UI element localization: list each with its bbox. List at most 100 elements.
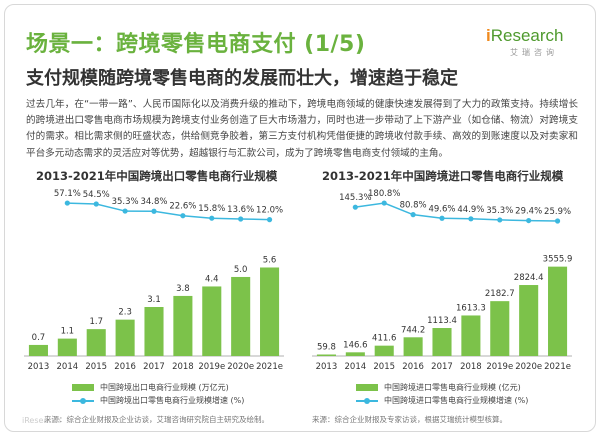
growth-point <box>266 217 273 223</box>
bar-value-label: 5.0 <box>234 265 248 275</box>
source-note-left: 来源：综合企业财报及企业访谈，艾瑞咨询研究院自主研究及绘制。 <box>44 415 269 424</box>
bar <box>231 276 251 356</box>
bar-value-label: 744.2 <box>401 325 425 335</box>
x-tick-label: 2013 <box>28 362 50 372</box>
x-tick-label: 2020e <box>515 362 542 372</box>
legend-bar-swatch <box>72 384 94 391</box>
growth-value-label: 49.6% <box>428 204 455 214</box>
growth-line <box>355 202 558 222</box>
legend-bar-swatch <box>356 384 378 391</box>
growth-value-label: 180.8% <box>368 189 400 199</box>
bar-value-label: 3.1 <box>147 295 161 305</box>
growth-point <box>209 215 215 221</box>
growth-point <box>151 208 157 214</box>
bar-value-label: 1.7 <box>89 317 103 327</box>
growth-point <box>526 217 532 224</box>
slide-subtitle: 支付规模随跨境零售电商的发展而壮大，增速趋于稳定 <box>26 68 458 89</box>
x-tick-label: 2021e <box>256 362 283 372</box>
bar-value-label: 1.1 <box>61 327 75 337</box>
growth-value-label: 80.8% <box>400 201 427 211</box>
growth-value-label: 29.4% <box>515 207 542 217</box>
growth-value-label: 54.5% <box>83 190 110 200</box>
bar-value-label: 3.8 <box>176 284 190 294</box>
legend-label: 中国跨境出口电商行业规模 (万亿元) <box>100 383 229 392</box>
slide-title: 场景一：跨境零售电商支付 (1/5) <box>26 32 366 57</box>
growth-point <box>554 218 561 224</box>
growth-point <box>180 213 186 219</box>
growth-point <box>93 201 99 207</box>
legend-label: 中国跨境进口零售电商行业规模增速 (%) <box>384 396 529 405</box>
x-tick-label: 2019e <box>198 362 225 372</box>
growth-point <box>238 216 244 222</box>
body-paragraph: 过去几年，在“一带一路”、人民币国际化以及消费升级的推动下，跨境电商领域的健康快… <box>26 99 578 159</box>
growth-line <box>67 202 270 221</box>
x-tick-label: 2018 <box>460 362 482 372</box>
bar-value-label: 0.7 <box>32 333 46 343</box>
brand-wordmark: iResearch <box>486 26 566 46</box>
growth-value-label: 35.3% <box>112 197 139 207</box>
growth-point <box>468 216 474 222</box>
legend-item-line: 中国跨境进口零售电商行业规模增速 (%) <box>356 394 528 407</box>
bar <box>86 329 106 356</box>
bar-value-label: 2.3 <box>118 308 132 318</box>
bar <box>144 307 164 356</box>
legend-item-bar: 中国跨境进口零售电商行业规模 (亿元) <box>356 381 528 394</box>
x-tick-label: 2014 <box>57 362 79 372</box>
legend-export: 中国跨境出口电商行业规模 (万亿元) 中国跨境出口零售电商行业规模增速 (%) <box>72 381 244 407</box>
import-chart: 59.8 2013 146.6 2014 411.6 2015 744.2 2016 1113.… <box>312 189 573 372</box>
growth-point <box>122 208 128 214</box>
legend-line-swatch <box>72 397 94 404</box>
slide-frame <box>4 4 596 432</box>
legend-label: 中国跨境出口零售电商行业规模增速 (%) <box>100 396 245 405</box>
source-note-right: 来源：综合企业财报及专家访谈，根据艾瑞统计模型核算。 <box>312 415 507 424</box>
bar <box>490 301 510 356</box>
growth-value-label: 13.6% <box>227 205 254 215</box>
growth-point <box>410 212 416 218</box>
bar <box>202 286 222 356</box>
x-tick-label: 2019e <box>486 362 513 372</box>
growth-value-label: 34.8% <box>140 197 167 207</box>
x-tick-label: 2018 <box>172 362 194 372</box>
x-tick-label: 2017 <box>431 362 453 372</box>
bar-value-label: 2182.7 <box>485 289 515 299</box>
bar-value-label: 3555.9 <box>543 255 573 265</box>
growth-value-label: 12.0% <box>256 206 283 216</box>
bar <box>173 295 193 356</box>
x-tick-label: 2014 <box>345 362 367 372</box>
bar-value-label: 2824.4 <box>514 273 544 283</box>
legend-item-line: 中国跨境出口零售电商行业规模增速 (%) <box>72 394 244 407</box>
legend-item-bar: 中国跨境出口电商行业规模 (万亿元) <box>72 381 244 394</box>
bar-value-label: 411.6 <box>372 334 396 344</box>
growth-point <box>64 200 70 206</box>
x-tick-label: 2016 <box>114 362 136 372</box>
growth-value-label: 15.8% <box>198 204 225 214</box>
x-tick-label: 2013 <box>316 362 338 372</box>
x-tick-label: 2017 <box>143 362 165 372</box>
x-tick-label: 2016 <box>402 362 424 372</box>
x-tick-label: 2015 <box>85 362 107 372</box>
bar <box>519 285 539 356</box>
x-tick-label: 2015 <box>373 362 395 372</box>
growth-value-label: 35.3% <box>486 206 513 216</box>
growth-value-label: 57.1% <box>54 189 81 199</box>
growth-point <box>497 217 503 223</box>
bar-value-label: 1113.4 <box>427 316 457 326</box>
growth-point <box>352 204 358 210</box>
brand-i: i <box>486 26 491 45</box>
x-tick-label: 2021e <box>544 362 571 372</box>
export-chart: 0.7 2013 1.1 2014 1.7 2015 2.3 2016 3.1 2017 3.8 20… <box>24 189 284 372</box>
bar-value-label: 1613.3 <box>456 303 486 313</box>
growth-value-label: 25.9% <box>544 207 571 217</box>
bar <box>316 354 336 356</box>
brand-research: Research <box>490 26 564 45</box>
chart-title-export: 2013-2021年中国跨境出口零售电商行业规模 <box>36 169 278 183</box>
bar <box>403 337 423 356</box>
bar-value-label: 4.4 <box>205 274 219 284</box>
growth-value-label: 22.6% <box>169 202 196 212</box>
bar <box>28 344 48 356</box>
growth-point <box>439 215 445 221</box>
bar-value-label: 5.6 <box>263 255 277 265</box>
bar <box>115 319 135 356</box>
brand-subtext: 艾瑞咨询 <box>510 48 558 57</box>
watermark: iResearch <box>22 416 61 425</box>
